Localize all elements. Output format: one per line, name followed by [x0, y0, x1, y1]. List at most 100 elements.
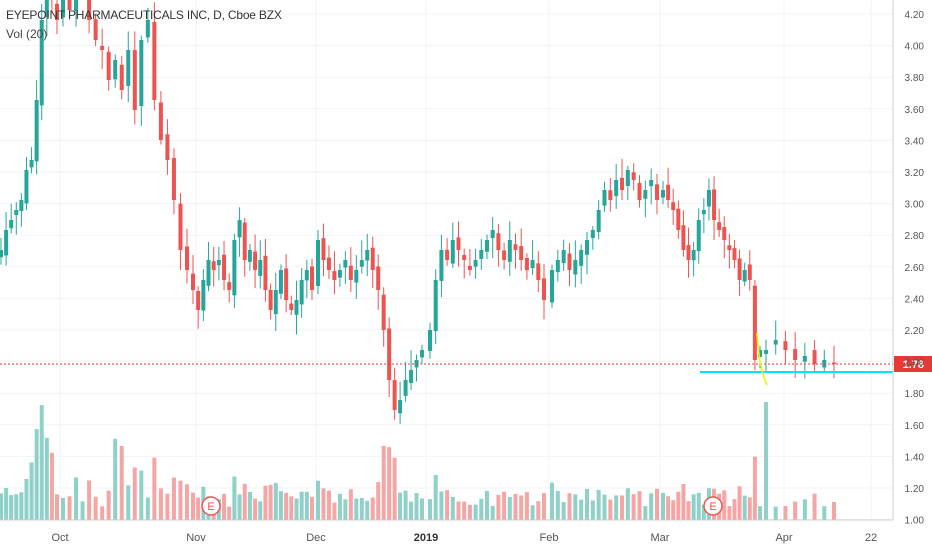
volume-bar	[55, 494, 59, 520]
candle-body	[445, 249, 450, 260]
volume-bar	[299, 491, 304, 520]
candle-body	[479, 250, 484, 259]
candle-body	[590, 230, 595, 239]
volume-bar	[258, 501, 263, 520]
candle-body	[420, 350, 424, 358]
candle-body	[185, 246, 189, 270]
candle-body	[752, 285, 757, 360]
candle-body	[354, 270, 359, 283]
volume-bar	[602, 494, 607, 520]
candle-body	[561, 250, 566, 264]
volume-bar	[555, 490, 560, 520]
volume-bar	[722, 490, 727, 520]
candle-body	[764, 350, 768, 354]
volume-bar	[196, 497, 201, 520]
volume-bar	[232, 476, 237, 520]
volume-bar	[392, 457, 397, 520]
volume-bar	[278, 491, 283, 520]
volume-bar	[561, 502, 566, 520]
volume-bar	[783, 505, 788, 520]
price-tick-label: 3.60	[905, 105, 925, 116]
volume-bar	[273, 482, 278, 520]
price-tick-label: 4.00	[905, 42, 925, 53]
volume-bar	[428, 499, 432, 520]
volume-bar	[100, 506, 105, 520]
volume-bar	[268, 484, 273, 520]
volume-bar	[661, 492, 665, 520]
volume-bar	[49, 452, 54, 520]
price-tick-label: 2.00	[905, 358, 925, 369]
volume-bar	[87, 480, 92, 520]
volume-bar	[119, 446, 124, 520]
volume-bar	[139, 470, 144, 520]
price-tick-label: 3.20	[905, 168, 925, 179]
candle-body	[655, 184, 659, 200]
volume-bar	[294, 498, 299, 520]
earnings-marker	[201, 496, 221, 516]
volume-bar	[343, 499, 348, 520]
price-tick-label: 2.20	[905, 326, 925, 337]
volume-bar	[625, 488, 630, 520]
candle-body	[359, 260, 364, 267]
candle-body	[93, 19, 98, 40]
volume-bar	[263, 485, 268, 520]
candle-body	[222, 254, 227, 280]
volume-bar	[44, 437, 49, 520]
price-tick-label: 4.20	[905, 10, 925, 21]
candle-body	[392, 380, 397, 410]
volume-bar	[14, 494, 19, 520]
candle-body	[732, 248, 737, 260]
candle-body	[247, 250, 252, 262]
candle-body	[793, 349, 798, 360]
time-tick-label: Feb	[540, 532, 559, 544]
volume-bar	[485, 490, 489, 520]
volume-bar	[289, 496, 294, 520]
candle-body	[614, 180, 619, 196]
candle-body	[567, 253, 572, 270]
drawing-overlays: E E 1.78	[0, 332, 932, 516]
volume-bar	[643, 506, 648, 520]
candle-body	[9, 220, 14, 229]
candle-body	[326, 257, 331, 270]
candle-body	[530, 260, 535, 269]
candle-body	[649, 180, 654, 187]
symbol-title[interactable]: EYEPOINT PHARMACEUTICALS INC, D, Cboe BZ…	[6, 8, 282, 22]
volume-bar	[237, 494, 242, 520]
candle-body	[278, 270, 283, 294]
candle-body	[473, 260, 478, 267]
volume-bar	[773, 506, 778, 520]
volume-bar	[132, 467, 137, 520]
candle-body	[304, 270, 309, 281]
candle-body	[376, 266, 381, 290]
volume-indicator-label[interactable]: Vol (20)	[6, 27, 48, 41]
volume-bar	[530, 505, 535, 520]
candle-body	[370, 247, 375, 270]
volume-bar	[106, 490, 111, 520]
candle-body	[268, 289, 273, 310]
candle-body	[337, 270, 342, 278]
candle-body	[206, 260, 211, 286]
candle-body	[643, 190, 648, 199]
volume-bar	[227, 506, 232, 520]
candle-body	[152, 22, 157, 100]
candle-body	[712, 189, 717, 220]
volume-bar	[631, 494, 636, 520]
volume-bar	[354, 498, 359, 520]
candle-body	[119, 64, 124, 90]
volume-bar	[4, 487, 9, 520]
candle-body	[433, 280, 438, 332]
candle-body	[100, 45, 105, 50]
volume-bar	[456, 501, 461, 520]
candle-body	[696, 220, 701, 252]
volume-bar	[496, 495, 501, 520]
candle-body	[242, 222, 247, 260]
price-tick-label: 3.80	[905, 73, 925, 84]
time-tick-label: Apr	[775, 532, 792, 544]
candle-body	[536, 263, 541, 280]
candle-body	[620, 177, 624, 190]
earnings-marker-label: E	[709, 501, 716, 513]
candle-body	[602, 190, 607, 206]
candle-body	[519, 246, 524, 260]
candle-body	[87, 0, 92, 20]
